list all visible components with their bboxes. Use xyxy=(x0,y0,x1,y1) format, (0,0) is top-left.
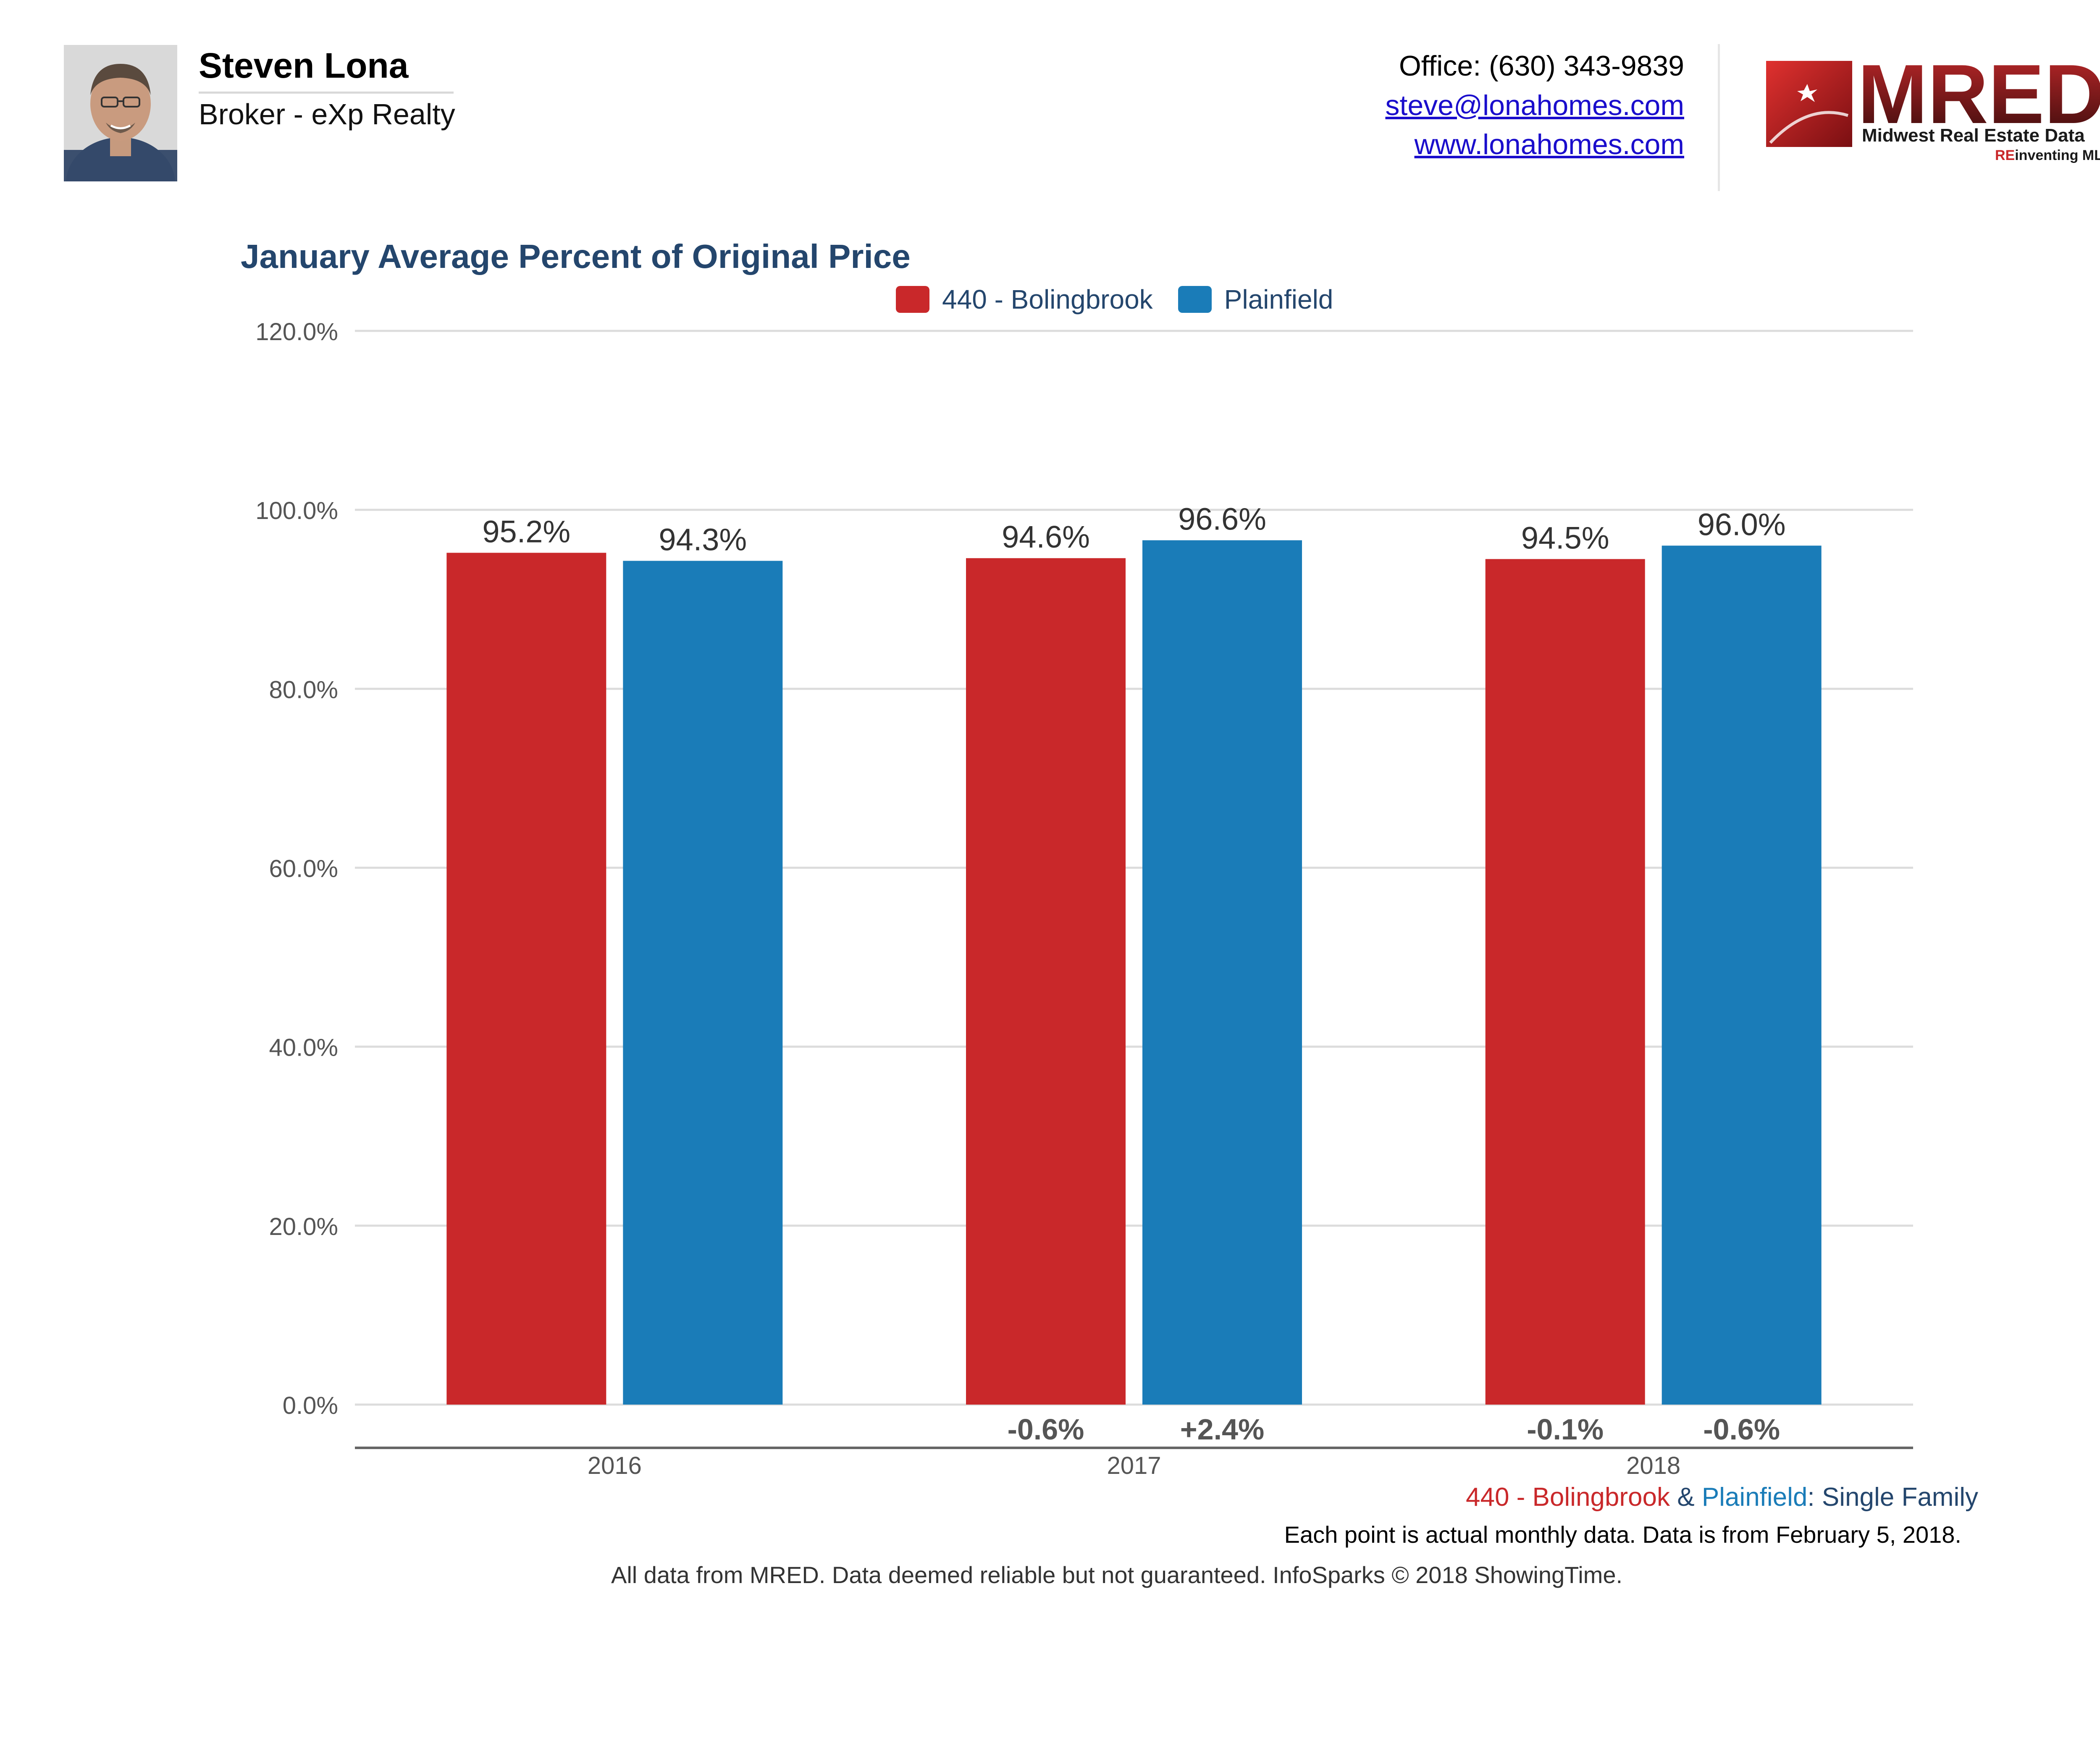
legend-item-plainfield[interactable]: Plainfield xyxy=(1178,284,1334,315)
bar xyxy=(1142,540,1302,1405)
header-divider xyxy=(1718,44,1720,191)
bar xyxy=(1662,545,1822,1405)
x-tick-label: 2016 xyxy=(588,1452,642,1479)
bar-change-label: -0.6% xyxy=(1008,1413,1084,1446)
office-phone: Office: (630) 343-9839 xyxy=(1399,50,1684,82)
bar xyxy=(623,561,783,1405)
legend-swatch-bolingbrook xyxy=(896,286,929,313)
agent-portrait-image xyxy=(64,45,177,181)
data-note: Each point is actual monthly data. Data … xyxy=(1284,1521,1961,1548)
y-tick-label: 120.0% xyxy=(255,318,338,346)
agent-name-divider xyxy=(199,92,454,94)
chart-title: January Average Percent of Original Pric… xyxy=(241,238,911,275)
mred-logo-tagline: Midwest Real Estate Data xyxy=(1862,125,2085,146)
y-tick-label: 0.0% xyxy=(283,1392,338,1419)
bar-value-label: 96.6% xyxy=(1178,502,1266,537)
y-tick-label: 80.0% xyxy=(269,676,338,703)
chart-legend: 440 - Bolingbrook Plainfield xyxy=(896,284,1358,315)
bar-value-label: 94.5% xyxy=(1521,520,1609,555)
y-tick-label: 20.0% xyxy=(269,1213,338,1240)
y-tick-label: 60.0% xyxy=(269,855,338,883)
agent-name: Steven Lona xyxy=(199,46,409,85)
agent-photo xyxy=(64,45,177,181)
chart-subtitle: 440 - Bolingbrook & Plainfield: Single F… xyxy=(1466,1483,1978,1512)
bar-value-label: 96.0% xyxy=(1698,507,1786,542)
legend-label-bolingbrook: 440 - Bolingbrook xyxy=(942,284,1153,315)
disclaimer: All data from MRED. Data deemed reliable… xyxy=(611,1562,1623,1588)
bar-change-label: -0.6% xyxy=(1703,1413,1780,1446)
bar-value-label: 94.6% xyxy=(1002,519,1090,554)
mred-logo: MRED ® Midwest Real Estate Data REinvent… xyxy=(1766,52,2100,163)
bar-value-label: 94.3% xyxy=(659,522,747,557)
mred-logo-slogan: REinventing MLS xyxy=(1995,147,2100,163)
legend-item-bolingbrook[interactable]: 440 - Bolingbrook xyxy=(896,284,1153,315)
website-link[interactable]: www.lonahomes.com xyxy=(1414,128,1684,160)
mred-logo-wordmark: MRED xyxy=(1858,52,2100,141)
bar xyxy=(966,558,1126,1405)
y-tick-label: 40.0% xyxy=(269,1034,338,1062)
legend-label-plainfield: Plainfield xyxy=(1224,284,1334,315)
email-link[interactable]: steve@lonahomes.com xyxy=(1385,89,1684,121)
x-tick-label: 2017 xyxy=(1107,1452,1161,1479)
subtitle-plainfield: Plainfield xyxy=(1701,1483,1808,1512)
x-tick-label: 2018 xyxy=(1626,1452,1680,1479)
bar-change-label: +2.4% xyxy=(1180,1413,1264,1446)
star-burst-icon xyxy=(1797,84,1817,102)
bar xyxy=(446,553,606,1405)
legend-swatch-plainfield xyxy=(1178,286,1212,313)
bar xyxy=(1485,559,1645,1405)
subtitle-bolingbrook: 440 - Bolingbrook xyxy=(1466,1483,1670,1512)
y-tick-label: 100.0% xyxy=(255,497,338,524)
bar-change-label: -0.1% xyxy=(1527,1413,1604,1446)
agent-title: Broker - eXp Realty xyxy=(199,98,455,131)
bar-value-label: 95.2% xyxy=(482,514,570,549)
